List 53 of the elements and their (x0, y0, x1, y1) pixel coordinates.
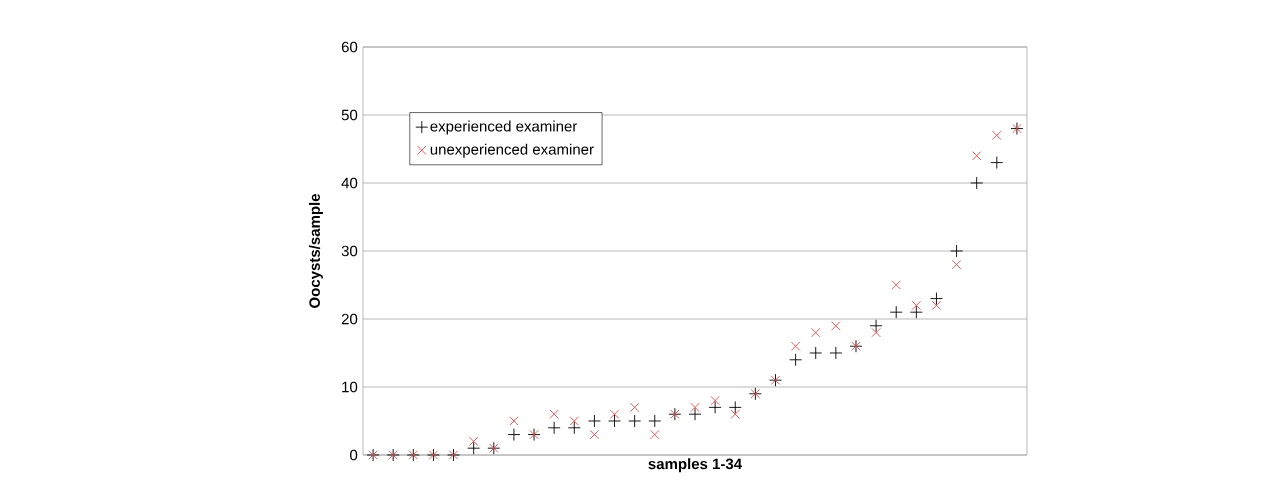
y-axis-title: Oocysts/sample (308, 193, 323, 308)
point (931, 300, 942, 311)
y-tick-label: 60 (341, 41, 358, 53)
point (648, 414, 662, 428)
y-tick-label: 50 (341, 109, 358, 121)
point (710, 395, 720, 406)
point (509, 416, 519, 426)
point (468, 436, 479, 447)
point (728, 400, 742, 414)
point (549, 409, 559, 419)
point (950, 244, 964, 258)
point (587, 414, 601, 428)
x-axis-title: samples 1-34 (648, 458, 743, 473)
point (970, 176, 984, 190)
point (507, 428, 521, 442)
point (990, 156, 1004, 170)
point (811, 327, 821, 338)
point (569, 416, 579, 426)
point (730, 409, 740, 419)
point (608, 414, 621, 428)
point (972, 151, 982, 161)
legend-label: unexperienced examiner (430, 143, 594, 158)
point (909, 305, 923, 319)
point (467, 441, 481, 455)
point (930, 292, 943, 306)
point (951, 259, 962, 270)
point (871, 327, 881, 338)
point (809, 346, 823, 360)
point (690, 402, 700, 413)
point (589, 429, 600, 440)
y-tick-label: 0 (350, 449, 358, 461)
point (829, 346, 843, 360)
point (889, 305, 903, 319)
y-tick-label: 30 (341, 245, 358, 257)
point (650, 429, 660, 440)
y-tick-label: 40 (341, 177, 358, 189)
point (708, 400, 722, 414)
y-tick-label: 10 (342, 381, 358, 393)
point (831, 321, 841, 331)
point (911, 300, 922, 311)
point (629, 402, 640, 413)
point (789, 353, 803, 367)
point (547, 421, 561, 435)
point (628, 414, 642, 428)
legend-label: experienced examiner (430, 120, 578, 135)
point (891, 280, 901, 290)
point (790, 341, 801, 351)
y-tick-label: 20 (341, 313, 358, 325)
point (992, 130, 1002, 141)
point (688, 407, 702, 421)
point (567, 421, 581, 435)
point (869, 319, 883, 333)
point (609, 409, 620, 419)
